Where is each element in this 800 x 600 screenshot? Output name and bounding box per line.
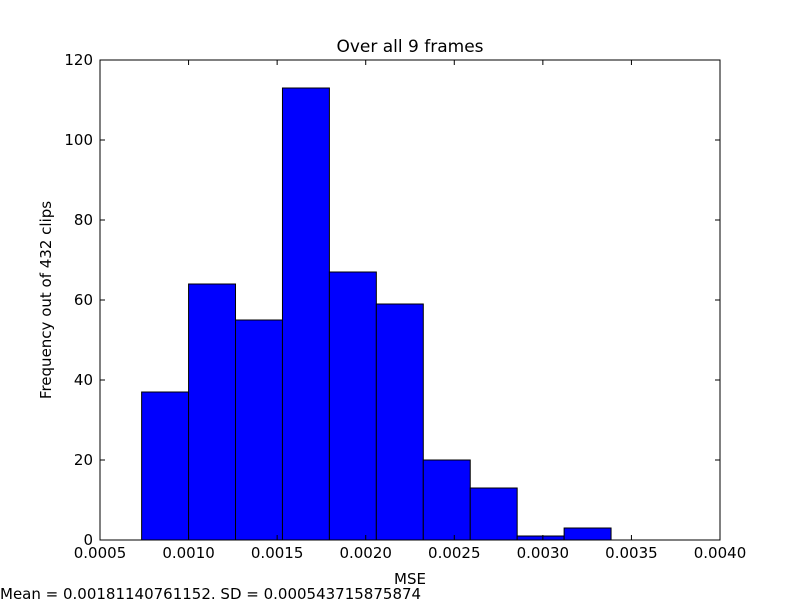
stats-footer: Mean = 0.00181140761152. SD = 0.00054371…	[0, 585, 421, 600]
y-tick-label: 0	[83, 531, 93, 549]
y-axis-label: Frequency out of 432 clips	[37, 201, 55, 399]
histogram-bar	[516, 535, 565, 541]
x-tick-label: 0.0005	[74, 544, 127, 562]
y-axis-ticks: 0 20 40 60 80 100 120	[64, 51, 720, 549]
x-axis-ticks: 0.0005 0.0010 0.0015 0.0020 0.0025 0.0030 0.00…	[74, 60, 747, 562]
x-tick-label: 0.0015	[251, 544, 304, 562]
histogram-bar	[188, 283, 237, 541]
histogram-bar	[375, 303, 424, 541]
histogram-bar	[563, 527, 612, 541]
chart-title: Over all 9 frames	[336, 37, 483, 57]
y-tick-label: 40	[74, 371, 93, 389]
histogram-bar	[281, 87, 330, 541]
x-tick-label: 0.0040	[694, 544, 747, 562]
histogram-bar	[422, 459, 471, 541]
histogram-bars	[141, 87, 612, 541]
x-tick-label: 0.0035	[605, 544, 658, 562]
y-tick-label: 80	[74, 211, 93, 229]
x-tick-label: 0.0010	[162, 544, 215, 562]
y-tick-label: 100	[64, 131, 93, 149]
x-tick-label: 0.0030	[517, 544, 570, 562]
y-tick-label: 20	[74, 451, 93, 469]
histogram-bar	[469, 487, 518, 541]
x-tick-label: 0.0020	[339, 544, 392, 562]
y-tick-label: 120	[64, 51, 93, 69]
histogram-bar	[235, 319, 283, 541]
y-tick-label: 60	[74, 291, 93, 309]
histogram-bar	[141, 391, 190, 541]
x-tick-label: 0.0025	[428, 544, 481, 562]
x-axis-label: MSE	[394, 570, 426, 588]
histogram-bar	[328, 271, 377, 541]
